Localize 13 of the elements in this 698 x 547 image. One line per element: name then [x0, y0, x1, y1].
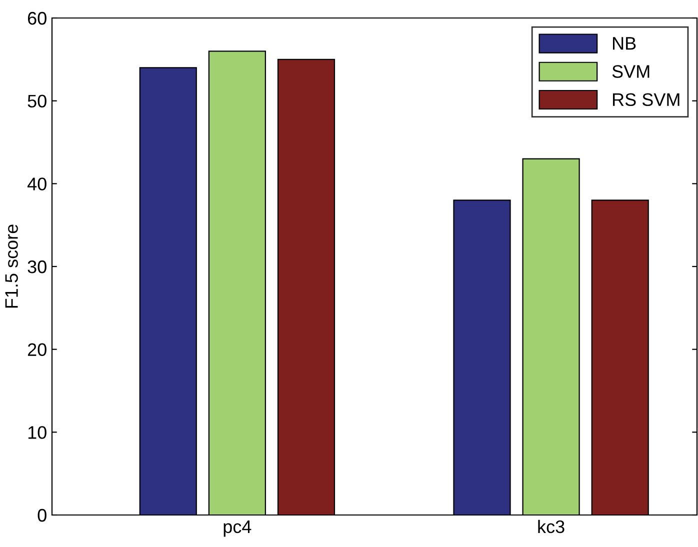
y-tick-label: 50	[28, 94, 46, 108]
x-tick-label: kc3	[538, 520, 564, 534]
y-tick-label: 10	[28, 426, 46, 439]
legend-label: SVM	[612, 65, 650, 78]
y-tick-label: 0	[38, 508, 46, 522]
y-tick-label: 60	[28, 12, 46, 25]
y-tick-label: 40	[27, 178, 46, 190]
legend-label: NB	[613, 37, 636, 50]
legend-label: RS SVM	[613, 93, 680, 106]
y-axis-title: F1.5 score	[5, 224, 18, 308]
x-tick-label: pc4	[224, 520, 252, 537]
y-tick-label: 20	[28, 343, 46, 356]
y-tick-label: 30	[28, 260, 46, 274]
